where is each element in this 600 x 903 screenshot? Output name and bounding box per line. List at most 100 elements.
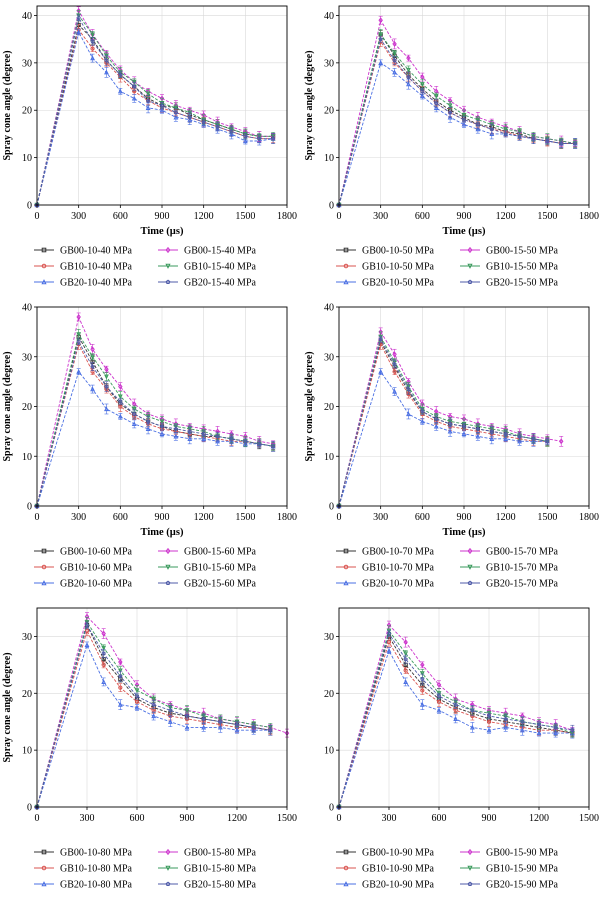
- y-tick-label: 20: [22, 106, 32, 117]
- data-point: [420, 688, 425, 693]
- data-point: [570, 727, 575, 732]
- data-point: [406, 67, 411, 73]
- data-point: [234, 722, 240, 727]
- x-tick-label: 300: [382, 813, 397, 824]
- x-tick-label: 1500: [235, 512, 255, 523]
- data-point: [503, 127, 509, 132]
- legend-label: GB20-10-80 MPa: [60, 880, 133, 891]
- data-point: [420, 409, 425, 414]
- data-point: [118, 72, 123, 77]
- y-tick-label: 30: [22, 58, 32, 69]
- data-point: [436, 693, 442, 698]
- data-point: [201, 117, 207, 123]
- x-tick-label: 1200: [194, 512, 214, 523]
- y-tick-label: 30: [324, 352, 334, 363]
- series-line: [338, 370, 548, 507]
- x-tick-label: 900: [457, 211, 472, 222]
- grid: [339, 6, 589, 205]
- data-point: [159, 424, 165, 429]
- data-point: [392, 40, 397, 47]
- x-tick-label: 1200: [194, 211, 214, 222]
- x-axis-label: Time (µs): [443, 527, 486, 538]
- data-point: [434, 416, 439, 421]
- y-tick-label: 20: [324, 106, 334, 117]
- data-point: [406, 55, 411, 62]
- data-point: [201, 429, 207, 435]
- data-point: [101, 679, 107, 685]
- series-line: [36, 315, 274, 507]
- data-point: [378, 17, 383, 24]
- x-axis-label: Time (µs): [443, 226, 486, 237]
- x-tick-label: 300: [373, 211, 388, 222]
- x-tick-label: 0: [337, 211, 342, 222]
- data-point: [553, 725, 558, 730]
- legend-swatch-marker: [165, 881, 171, 886]
- x-tick-label: 600: [130, 813, 145, 824]
- legend-label: GB00-10-70 MPa: [362, 547, 435, 558]
- x-tick-label: 1500: [537, 211, 557, 222]
- legend-swatch-marker: [343, 247, 349, 253]
- y-tick-label: 30: [324, 632, 334, 643]
- y-tick-label: 40: [22, 303, 32, 314]
- legend-swatch-marker: [41, 564, 47, 570]
- data-point: [132, 411, 137, 416]
- data-point: [403, 668, 408, 673]
- legend-label: GB00-15-60 MPa: [184, 547, 257, 558]
- data-point: [201, 436, 207, 441]
- data-point: [436, 681, 442, 688]
- x-tick-label: 1800: [579, 211, 599, 222]
- legend-label: GB20-10-70 MPa: [362, 579, 435, 590]
- data-point: [545, 138, 550, 143]
- data-point: [257, 136, 262, 141]
- legend-swatch-marker: [467, 246, 473, 254]
- data-point: [453, 702, 458, 707]
- data-point: [145, 91, 151, 97]
- data-point: [117, 701, 123, 707]
- data-point: [469, 724, 475, 730]
- data-point: [271, 136, 276, 141]
- x-tick-label: 0: [35, 813, 40, 824]
- chart-svg: 0 300 600 900 1200 1500 1800 0 10 20 30 40 Time (µs)…: [2, 5, 297, 289]
- data-point: [159, 419, 165, 425]
- legend-label: GB10-10-40 MPa: [60, 262, 133, 273]
- data-point: [406, 386, 411, 391]
- series-line: [36, 615, 288, 808]
- x-tick-label: 1200: [496, 211, 516, 222]
- x-tick-label: 1200: [529, 813, 549, 824]
- x-tick-label: 1500: [277, 813, 297, 824]
- data-point: [531, 136, 536, 141]
- data-point: [104, 406, 109, 412]
- data-point: [201, 431, 206, 436]
- data-point: [131, 406, 137, 412]
- legend: GB00-10-90 MPa GB00-15-90 MPa GB10-10-90 M…: [336, 848, 559, 891]
- data-point: [392, 351, 397, 358]
- data-point: [101, 651, 106, 656]
- data-point: [419, 701, 425, 707]
- data-point: [489, 429, 494, 434]
- data-point: [251, 722, 257, 728]
- chart-panel: 0 300 600 900 1200 1500 1800 0 10 20 30 40 Time (µs)…: [302, 0, 600, 301]
- axis-ticks: 0 300 600 900 1200 1500 1800 0 10 20 30 40: [22, 303, 297, 524]
- axis-ticks: 0 300 600 900 1200 1500 1800 0 10 20 30 40: [324, 303, 599, 524]
- data-point: [215, 124, 220, 129]
- data-point: [503, 431, 508, 436]
- series-line: [36, 340, 274, 507]
- data-point: [90, 39, 95, 44]
- series-line: [338, 340, 548, 507]
- series-line: [338, 38, 576, 206]
- legend-swatch-marker: [343, 865, 349, 871]
- legend-label: GB20-10-90 MPa: [362, 880, 435, 891]
- data-point: [461, 431, 467, 436]
- data-point: [134, 693, 140, 698]
- data-point: [131, 95, 137, 101]
- y-tick-label: 20: [22, 689, 32, 700]
- y-tick-label: 0: [329, 502, 334, 513]
- legend-label: GB00-10-90 MPa: [362, 848, 435, 859]
- y-tick-label: 40: [324, 303, 334, 314]
- data-point: [117, 70, 123, 76]
- data-point: [461, 421, 467, 427]
- data-point: [101, 630, 106, 637]
- data-point: [420, 676, 425, 681]
- legend-swatch-marker: [165, 279, 171, 284]
